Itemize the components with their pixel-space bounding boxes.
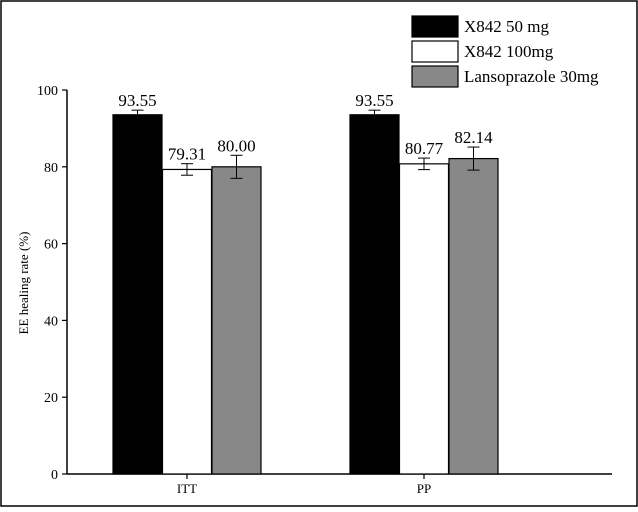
x-tick-label: ITT: [177, 481, 197, 496]
legend-label: X842 50 mg: [464, 17, 550, 36]
legend-label: X842 100mg: [464, 42, 554, 61]
bar: [211, 166, 262, 475]
data-label: 80.00: [217, 136, 255, 155]
bar: [161, 168, 213, 475]
bar: [398, 163, 450, 475]
bar: [112, 114, 163, 475]
legend-label: Lansoprazole 30mg: [464, 67, 599, 86]
bar: [349, 114, 400, 475]
legend-swatch: [411, 40, 459, 63]
data-label: 80.77: [405, 139, 444, 158]
y-tick-label: 100: [37, 84, 58, 99]
legend-swatch: [411, 65, 459, 88]
y-tick-label: 80: [44, 161, 58, 176]
y-tick-label: 0: [51, 468, 58, 483]
x-tick-label: PP: [417, 481, 431, 496]
legend-swatch: [411, 15, 459, 38]
data-label: 93.55: [355, 91, 393, 110]
y-axis-label: EE healing rate (%): [16, 232, 31, 335]
y-tick-label: 60: [44, 238, 58, 253]
data-label: 82.14: [454, 128, 493, 147]
y-tick-label: 40: [44, 314, 58, 329]
data-label: 79.31: [168, 145, 206, 164]
bar: [448, 157, 499, 475]
y-tick-label: 20: [44, 391, 58, 406]
data-label: 93.55: [118, 91, 156, 110]
